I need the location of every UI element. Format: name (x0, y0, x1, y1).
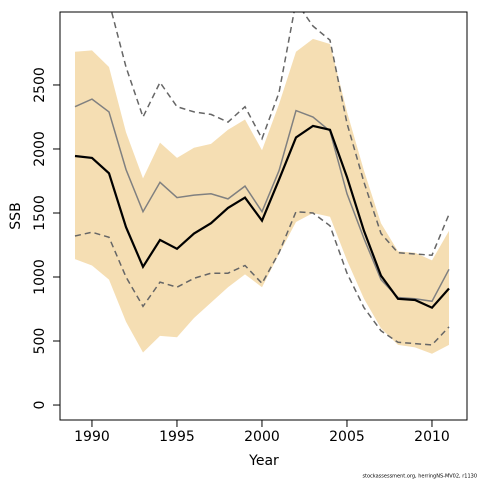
x-tick-label: 1995 (159, 429, 195, 445)
y-tick-label: 2000 (32, 131, 48, 167)
x-axis-label: Year (248, 453, 279, 469)
plot-area (74, 12, 450, 354)
confidence-band (75, 38, 449, 354)
x-tick-label: 2000 (244, 429, 280, 445)
y-tick-label: 2500 (32, 67, 48, 103)
y-tick-label: 1500 (32, 195, 48, 231)
y-tick-label: 0 (32, 401, 48, 410)
interval-line (110, 12, 450, 256)
y-axis-label: SSB (8, 202, 24, 229)
plot-frame (59, 11, 468, 421)
y-tick-label: 1000 (32, 259, 48, 295)
x-tick-label: 1990 (74, 429, 110, 445)
estimate-line (74, 124, 450, 310)
x-tick-label: 2010 (414, 429, 450, 445)
y-tick-label: 500 (32, 328, 48, 355)
x-tick-label: 2005 (329, 429, 365, 445)
interval-line (74, 210, 450, 346)
footer: stockassessment.org, herringNS-MV02, r11… (362, 474, 477, 480)
estimate-line (74, 98, 450, 303)
